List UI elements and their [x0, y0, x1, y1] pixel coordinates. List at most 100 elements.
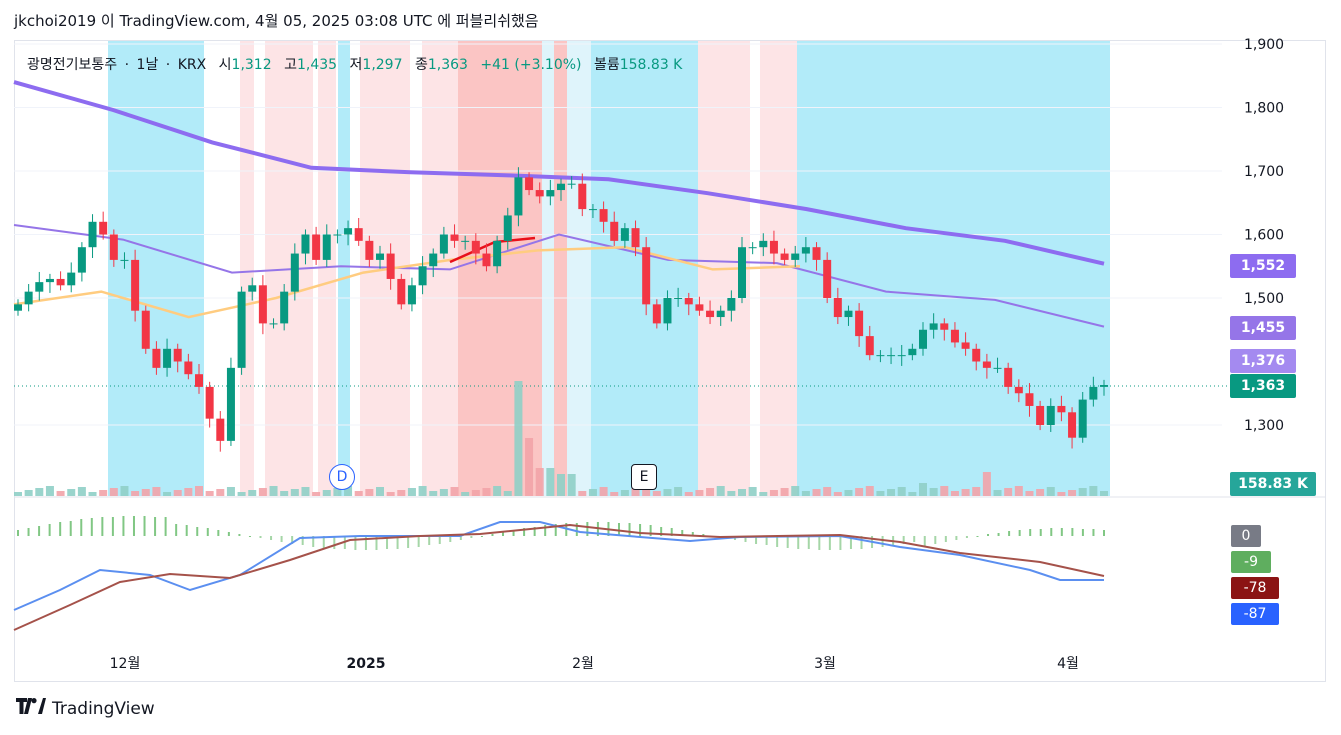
macd-histogram-bar	[459, 536, 462, 540]
volume-bar	[152, 487, 161, 496]
volume-bar	[961, 489, 970, 496]
macd-line-badge: -87	[1231, 603, 1279, 625]
candle-body	[407, 285, 416, 305]
signal-band	[338, 41, 350, 496]
volume-bar	[429, 491, 438, 496]
volume-bar	[631, 488, 640, 496]
macd-histogram-bar	[480, 536, 483, 537]
legend-high: 1,435	[296, 57, 338, 73]
volume-bar	[695, 490, 704, 496]
chart-frame[interactable]	[14, 40, 1326, 682]
candle-body	[131, 259, 140, 311]
macd-histogram-bar	[776, 536, 779, 547]
candle-body	[674, 298, 683, 299]
candle-body	[120, 259, 129, 261]
candle-body	[748, 247, 757, 249]
candle-body	[141, 310, 150, 349]
earnings-event-marker[interactable]: E	[631, 464, 657, 490]
volume-bar	[407, 488, 416, 496]
candle-body	[354, 228, 363, 241]
candle-body	[588, 209, 597, 211]
macd-histogram-bar	[354, 536, 357, 550]
macd-histogram-bar	[206, 528, 209, 536]
price-tick-label: 1,600	[1244, 228, 1284, 244]
dividend-event-marker[interactable]: D	[329, 464, 355, 490]
volume-bar	[120, 486, 129, 496]
macd-histogram-bar	[227, 532, 230, 536]
candle-body	[865, 336, 874, 356]
ma-mid-price-badge: 1,455	[1230, 316, 1296, 340]
candle-body	[769, 240, 778, 254]
volume-bar	[950, 491, 959, 496]
macd-histogram-bar	[196, 527, 199, 536]
macd-histogram-bar	[333, 536, 336, 549]
macd-histogram-bar	[217, 530, 220, 536]
candle-body	[1078, 399, 1087, 438]
macd-histogram-bar	[1029, 529, 1032, 536]
macd-histogram-bar	[90, 518, 93, 536]
volume-bar	[205, 491, 214, 496]
macd-histogram-bar	[1081, 529, 1084, 536]
background-bands	[108, 41, 1110, 496]
macd-histogram-bar	[628, 523, 631, 536]
price-tick-label: 1,500	[1244, 291, 1284, 307]
volume-bar	[610, 492, 619, 496]
candle-body	[152, 348, 161, 368]
candle-body	[290, 253, 299, 292]
macd-histogram-bar	[818, 536, 821, 550]
tradingview-footer[interactable]: TradingView	[16, 698, 155, 719]
candle-body	[1100, 384, 1108, 387]
candle-body	[195, 374, 203, 387]
candle-body	[844, 310, 853, 318]
candle-body	[1057, 405, 1066, 413]
candle-body	[450, 234, 459, 241]
macd-histogram-bar	[860, 536, 863, 549]
macd-histogram-bar	[575, 523, 578, 536]
candle-body	[950, 329, 959, 343]
macd-histogram-bar	[502, 532, 505, 536]
macd-histogram-bar	[660, 527, 663, 536]
signal-band	[108, 41, 204, 496]
volume-bar	[1025, 491, 1034, 496]
candle-body	[333, 234, 342, 236]
macd-histogram-bar	[69, 521, 72, 536]
macd-histogram-bar	[248, 536, 251, 537]
price-tick-label: 1,800	[1244, 101, 1284, 117]
volume-bar	[99, 490, 108, 496]
candle-body	[642, 247, 651, 305]
volume-bar	[674, 487, 683, 496]
candle-body	[663, 298, 672, 324]
volume-bar	[35, 488, 44, 496]
candle-body	[727, 298, 736, 311]
volume-bar	[450, 487, 459, 496]
volume-bar	[1068, 490, 1077, 496]
volume-bar	[397, 490, 406, 496]
volume-bar	[365, 489, 374, 496]
signal-band	[797, 41, 1110, 496]
volume-bar	[1078, 488, 1087, 496]
legend-volume: 158.83 K	[619, 57, 683, 73]
candle-body	[578, 183, 587, 210]
macd-histogram-bar	[101, 517, 104, 536]
macd-histogram-bar	[955, 536, 958, 540]
volume-bar	[908, 492, 917, 496]
candle-body	[1046, 405, 1055, 425]
candle-body	[88, 221, 97, 248]
macd-signal-badge: -78	[1231, 577, 1279, 599]
candle-body	[35, 282, 44, 292]
macd-histogram-bar	[1050, 528, 1053, 536]
macd-histogram-bar	[175, 524, 178, 536]
macd-histogram-bar	[670, 528, 673, 536]
last-price-badge: 1,363	[1230, 374, 1296, 398]
volume-bar	[716, 486, 725, 496]
macd-histogram-bar	[491, 534, 494, 536]
macd-histogram-bar	[586, 522, 589, 536]
volume-bar	[663, 489, 672, 496]
volume-bar	[258, 488, 267, 496]
candle-body	[1068, 412, 1077, 438]
volume-bar	[993, 490, 1002, 496]
volume-bar	[77, 487, 86, 496]
volume-bar	[876, 491, 885, 496]
macd-histogram-bar	[691, 532, 694, 536]
